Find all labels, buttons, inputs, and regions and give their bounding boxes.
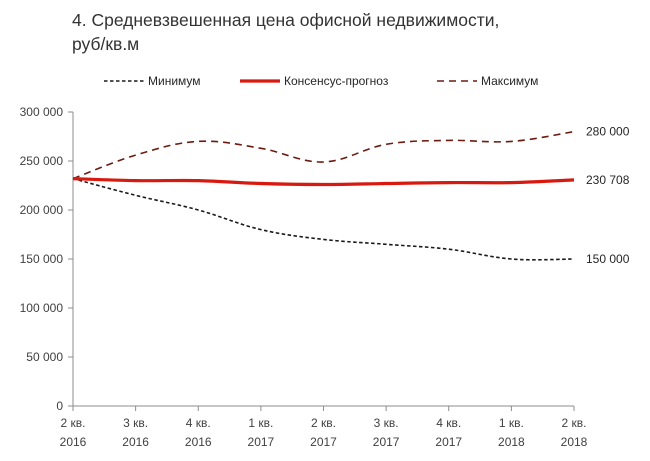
x-tick-label-year: 2017 — [435, 435, 462, 449]
chart-title-line-1: 4. Средневзвешенная цена офисной недвижи… — [72, 10, 500, 30]
chart-title: 4. Средневзвешенная цена офисной недвижи… — [72, 8, 632, 56]
x-tick-label-quarter: 1 кв. — [248, 416, 273, 430]
x-tick-label-quarter: 4 кв. — [436, 416, 461, 430]
chart-legend: Минимум Консенсус-прогноз Максимум — [104, 74, 538, 88]
x-tick-label-quarter: 3 кв. — [374, 416, 399, 430]
end-value-label: 280 000 — [586, 125, 630, 139]
y-tick-label: 0 — [56, 399, 63, 413]
y-tick-label: 300 000 — [20, 105, 64, 119]
y-tick-label: 100 000 — [20, 301, 64, 315]
series-line-consensus — [72, 177, 575, 187]
x-tick-label-quarter: 3 кв. — [123, 416, 148, 430]
x-tick-label-year: 2018 — [561, 435, 588, 449]
series-line-minimum — [72, 177, 575, 261]
y-tick-label: 250 000 — [20, 154, 64, 168]
x-tick-label-year: 2017 — [310, 435, 337, 449]
y-tick-label: 200 000 — [20, 203, 64, 217]
chart-axes: 0 50 000 100 000 150 000 200 000 250 000 300 0… — [20, 105, 588, 449]
x-tick-label-year: 2018 — [498, 435, 525, 449]
end-value-label: 150 000 — [586, 252, 630, 266]
x-tick-label-quarter: 2 кв. — [61, 416, 86, 430]
chart-title-line-2: руб/кв.м — [72, 34, 140, 54]
chart-series — [72, 130, 575, 261]
x-tick-label-year: 2017 — [248, 435, 275, 449]
x-tick-label-quarter: 2 кв. — [562, 416, 587, 430]
x-tick-label-year: 2016 — [122, 435, 149, 449]
y-tick-label: 50 000 — [26, 350, 63, 364]
legend-label: Максимум — [481, 74, 538, 88]
x-tick-label-year: 2017 — [373, 435, 400, 449]
x-tick-label-quarter: 4 кв. — [186, 416, 211, 430]
x-tick-label-year: 2016 — [185, 435, 212, 449]
end-value-labels: 280 000 230 708 150 000 — [586, 125, 630, 266]
x-tick-label-quarter: 1 кв. — [499, 416, 524, 430]
x-tick-label-quarter: 2 кв. — [311, 416, 336, 430]
legend-label: Консенсус-прогноз — [284, 74, 389, 88]
y-tick-label: 150 000 — [20, 252, 64, 266]
end-value-label: 230 708 — [586, 173, 630, 187]
legend-label: Минимум — [148, 74, 201, 88]
x-tick-label-year: 2016 — [60, 435, 87, 449]
series-line-maximum — [72, 130, 575, 180]
